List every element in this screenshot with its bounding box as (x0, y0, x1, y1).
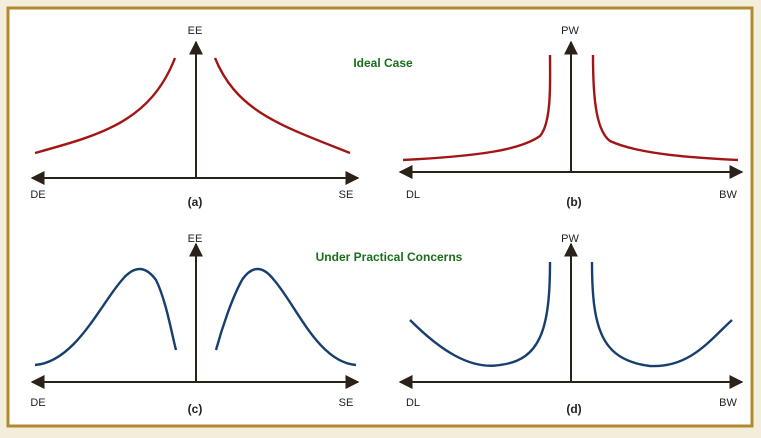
caption: (a) (188, 195, 203, 209)
x-left-label: DE (30, 189, 45, 201)
panel-c: EE DE SE (c) (30, 233, 360, 416)
curve (214, 267, 357, 367)
x-right-label: BW (719, 189, 737, 201)
caption: (c) (188, 402, 203, 416)
x-right-label: BW (719, 397, 737, 409)
y-label: EE (188, 233, 203, 245)
curve (34, 267, 178, 367)
x-right-label: SE (339, 397, 354, 409)
x-left-label: DL (406, 397, 420, 409)
caption: (d) (566, 402, 581, 416)
frame (6, 6, 754, 428)
panel-a: EE DE SE (a) (30, 25, 360, 209)
curve (34, 57, 177, 155)
curve (590, 261, 733, 368)
curve (402, 54, 552, 162)
panel-d: PW DL BW (d) (398, 233, 744, 416)
panel-b: PW DL BW (b) (398, 25, 744, 209)
x-right-label: SE (339, 189, 354, 201)
y-label: EE (188, 25, 203, 37)
curve (213, 57, 351, 155)
y-label: PW (561, 25, 579, 37)
y-label: PW (561, 233, 579, 245)
row-title: Under Practical Concerns (316, 250, 463, 264)
x-left-label: DE (30, 397, 45, 409)
x-left-label: DL (406, 189, 420, 201)
row-title: Ideal Case (353, 56, 413, 70)
caption: (b) (566, 195, 581, 209)
curve (409, 261, 552, 367)
curve (591, 54, 739, 162)
